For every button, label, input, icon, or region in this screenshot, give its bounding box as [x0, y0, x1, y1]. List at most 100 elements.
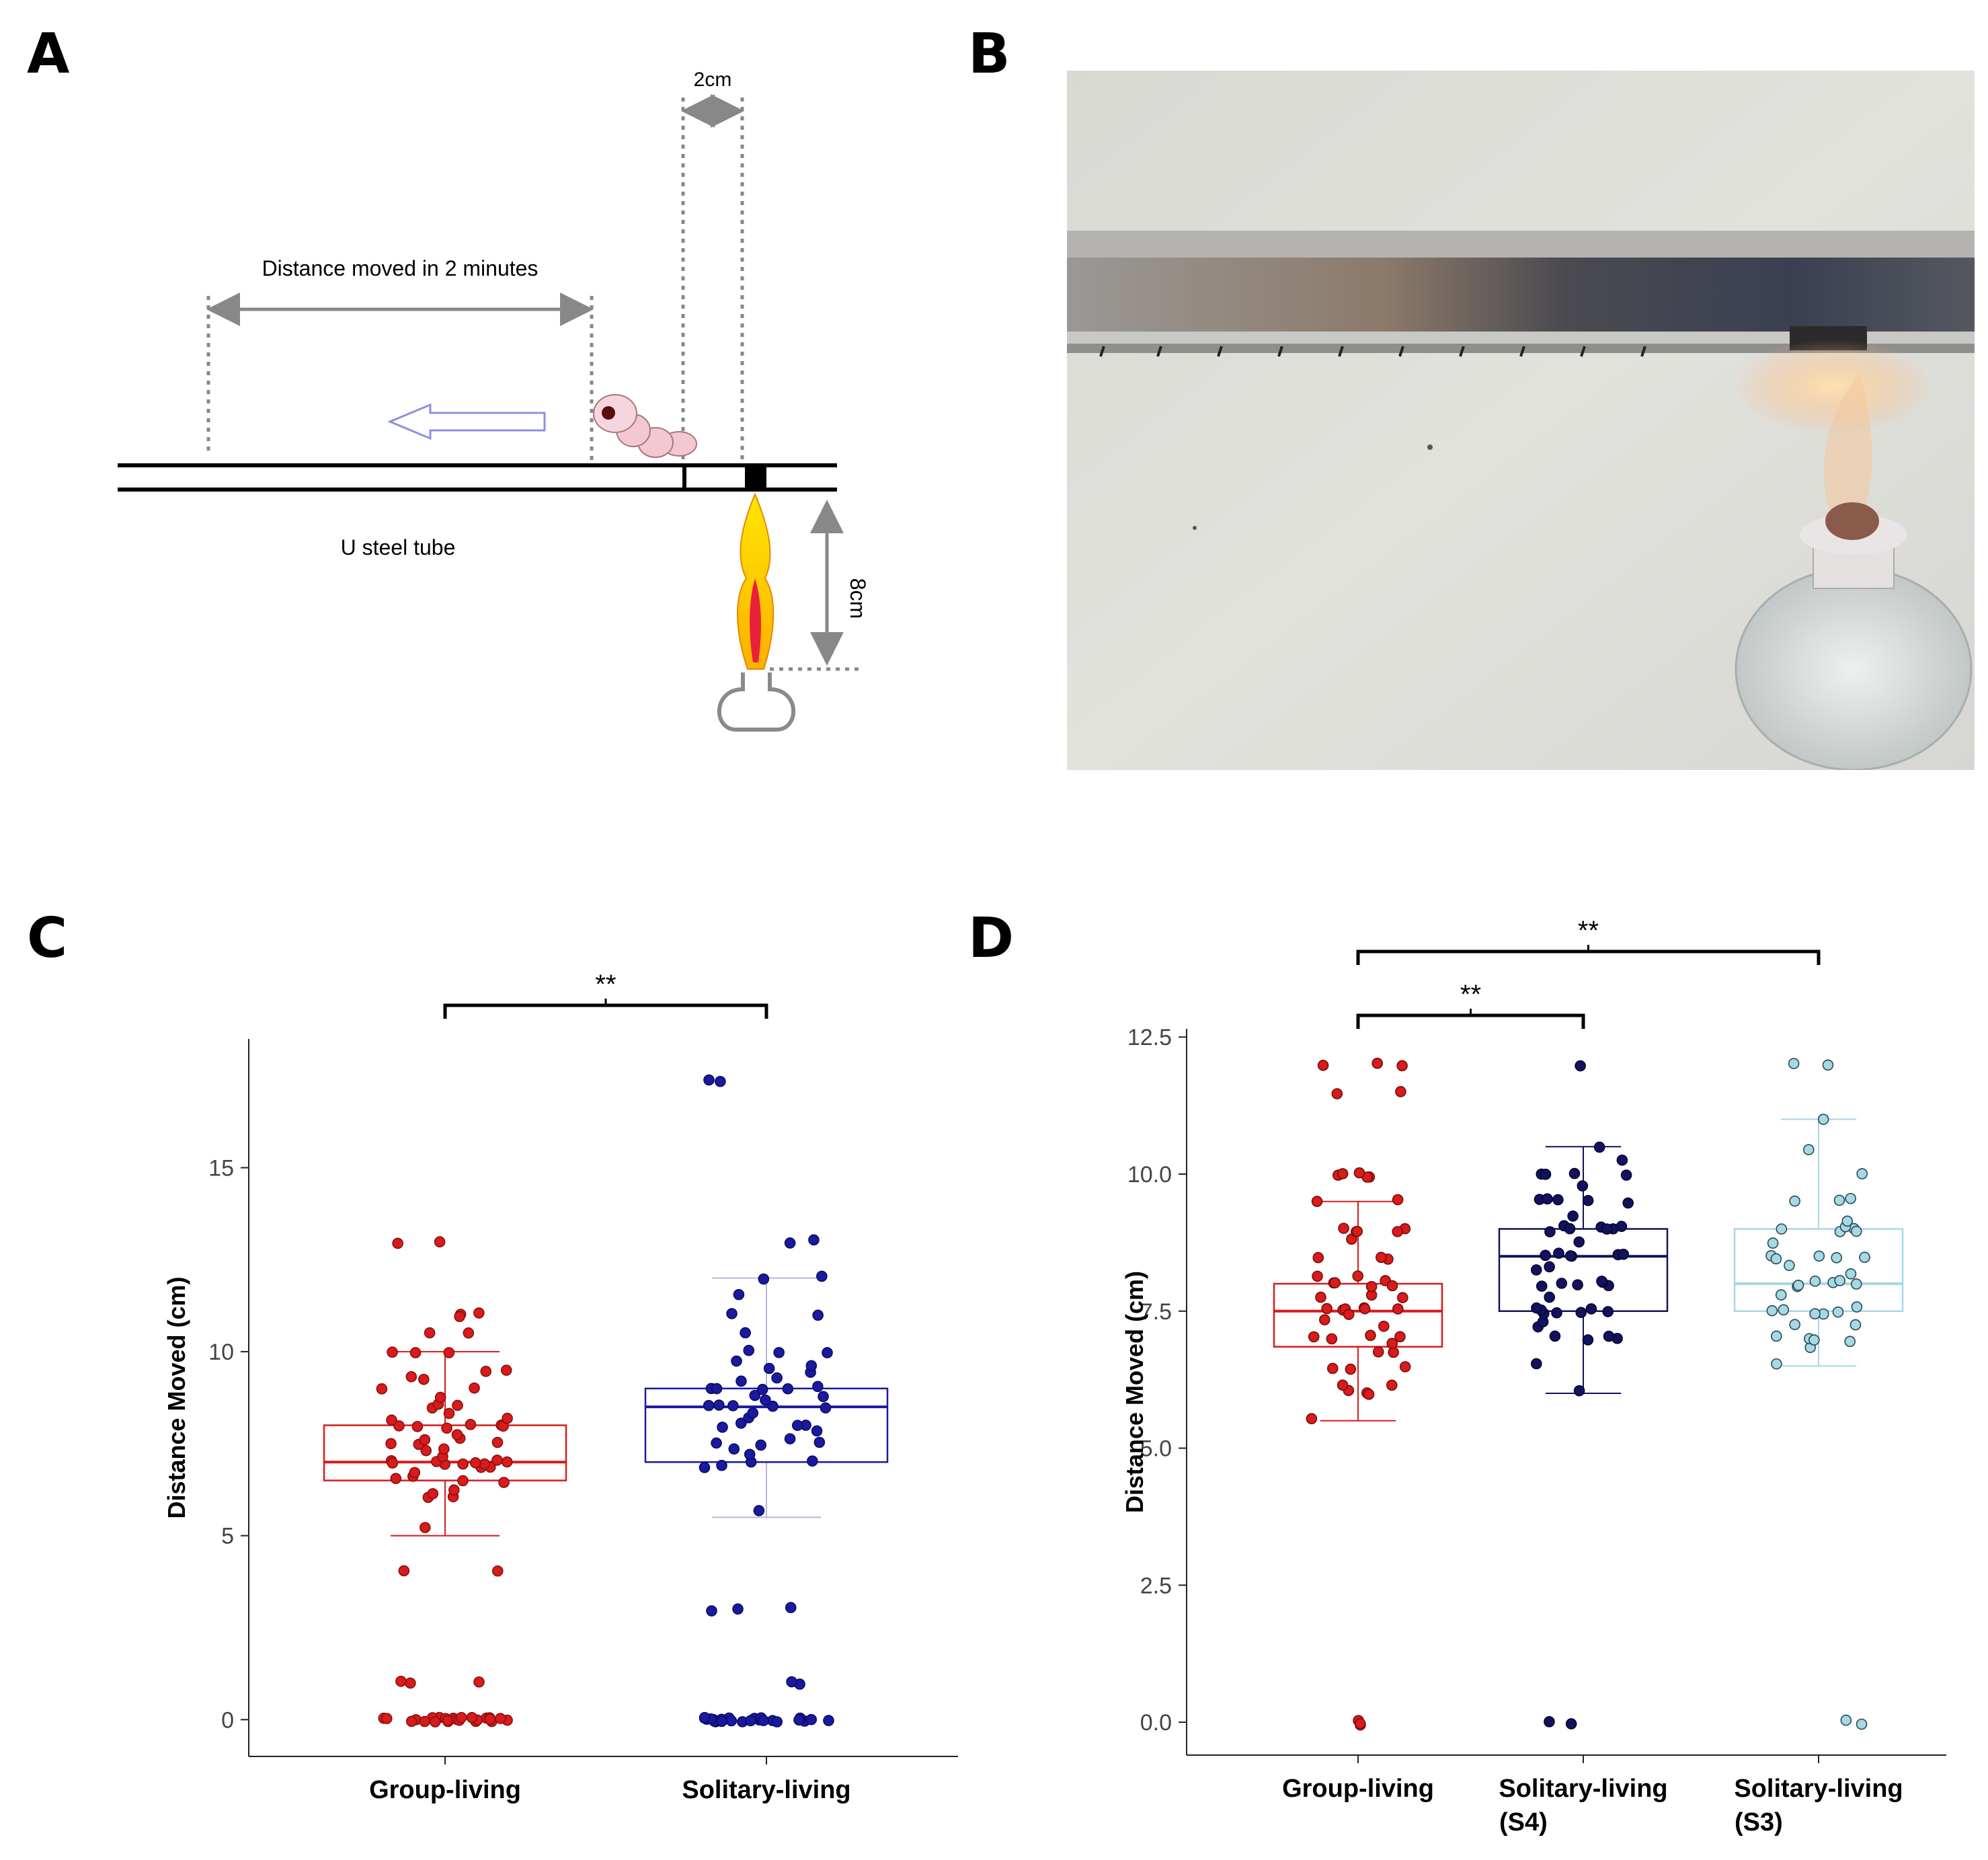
data-point	[711, 1437, 722, 1449]
data-point	[745, 1715, 756, 1727]
y-tick-label: 0.0	[1140, 1710, 1172, 1736]
data-point	[498, 1477, 510, 1488]
heat-point-marker	[745, 466, 766, 489]
data-point	[735, 1418, 747, 1429]
data-point	[1308, 1331, 1320, 1343]
data-point	[1822, 1059, 1834, 1071]
data-point	[1386, 1280, 1398, 1292]
data-point	[409, 1347, 422, 1358]
data-point	[419, 1434, 431, 1446]
data-point	[807, 1455, 818, 1467]
data-point	[385, 1438, 397, 1450]
data-point	[791, 1420, 803, 1431]
data-point	[465, 1419, 477, 1430]
data-point	[1620, 1169, 1632, 1181]
distance-label: Distance moved in 2 minutes	[262, 256, 539, 280]
data-point	[1392, 1303, 1404, 1315]
data-point	[763, 1362, 775, 1374]
data-point	[409, 1467, 421, 1479]
data-point	[1564, 1250, 1577, 1262]
data-point	[1306, 1413, 1318, 1425]
data-point	[747, 1407, 759, 1419]
data-point	[443, 1407, 455, 1420]
data-point	[1778, 1304, 1790, 1316]
direction-arrow-icon	[387, 403, 546, 440]
data-point	[1770, 1330, 1782, 1342]
data-point	[469, 1382, 480, 1394]
data-point	[1770, 1253, 1782, 1265]
y-tick-label: 7.5	[1140, 1299, 1172, 1325]
data-point	[424, 1327, 436, 1339]
data-point	[1317, 1060, 1329, 1071]
x-tick-label: Group-living	[369, 1776, 521, 1804]
data-point	[1371, 1057, 1384, 1069]
data-point	[1603, 1330, 1615, 1342]
data-point	[376, 1383, 388, 1395]
data-point	[771, 1716, 783, 1728]
data-point	[1845, 1268, 1857, 1280]
data-point	[452, 1399, 463, 1411]
data-point	[1585, 1303, 1597, 1315]
data-point	[1572, 1279, 1583, 1290]
data-point	[771, 1372, 783, 1384]
data-point	[1834, 1275, 1845, 1286]
data-point	[1832, 1306, 1844, 1318]
data-point	[1311, 1196, 1323, 1207]
data-point	[1540, 1169, 1552, 1180]
data-point	[1551, 1307, 1562, 1319]
data-point	[1616, 1154, 1628, 1166]
data-point	[755, 1439, 766, 1451]
data-point	[1338, 1223, 1349, 1234]
data-point	[420, 1522, 431, 1533]
data-point	[454, 1311, 465, 1323]
data-point	[822, 1347, 833, 1358]
data-point	[1352, 1270, 1364, 1282]
data-point	[785, 1602, 797, 1613]
data-point	[1544, 1261, 1555, 1273]
data-point	[438, 1443, 450, 1455]
data-point	[1575, 1060, 1586, 1072]
data-point	[443, 1347, 455, 1358]
data-point	[735, 1375, 747, 1387]
data-point	[808, 1234, 820, 1246]
data-point	[1337, 1168, 1349, 1179]
data-point	[1363, 1389, 1375, 1400]
data-point	[473, 1676, 485, 1688]
data-point	[760, 1394, 771, 1406]
data-point	[1312, 1251, 1324, 1264]
data-point	[727, 1400, 739, 1411]
data-point	[1351, 1225, 1363, 1237]
data-point	[442, 1715, 454, 1726]
data-point	[480, 1366, 492, 1377]
data-point	[463, 1327, 475, 1339]
y-tick-label: 15	[208, 1156, 234, 1181]
data-point	[784, 1237, 796, 1249]
data-point	[1602, 1306, 1614, 1317]
data-point	[1536, 1280, 1548, 1292]
data-point	[1831, 1252, 1843, 1264]
data-point	[1775, 1289, 1787, 1301]
data-point	[1331, 1088, 1343, 1099]
data-point	[1392, 1194, 1404, 1206]
data-point	[451, 1429, 463, 1440]
data-point	[1397, 1292, 1408, 1303]
data-point	[411, 1421, 424, 1432]
data-point	[484, 1713, 496, 1725]
data-point	[1392, 1226, 1404, 1237]
data-point	[434, 1236, 446, 1248]
data-point	[491, 1455, 503, 1466]
data-point	[733, 1288, 745, 1301]
flame-icon	[737, 492, 774, 670]
significance-label: **	[595, 970, 616, 999]
significance-label: **	[1578, 916, 1599, 945]
data-point	[1850, 1278, 1862, 1290]
y-tick-label: 12.5	[1127, 1025, 1172, 1050]
data-point	[1530, 1358, 1542, 1370]
data-point	[816, 1270, 828, 1282]
significance-label: **	[1460, 980, 1481, 1009]
data-point	[805, 1360, 818, 1372]
data-point	[811, 1425, 823, 1437]
data-point	[1596, 1275, 1607, 1287]
data-point	[725, 1715, 738, 1727]
data-point	[1850, 1319, 1862, 1331]
